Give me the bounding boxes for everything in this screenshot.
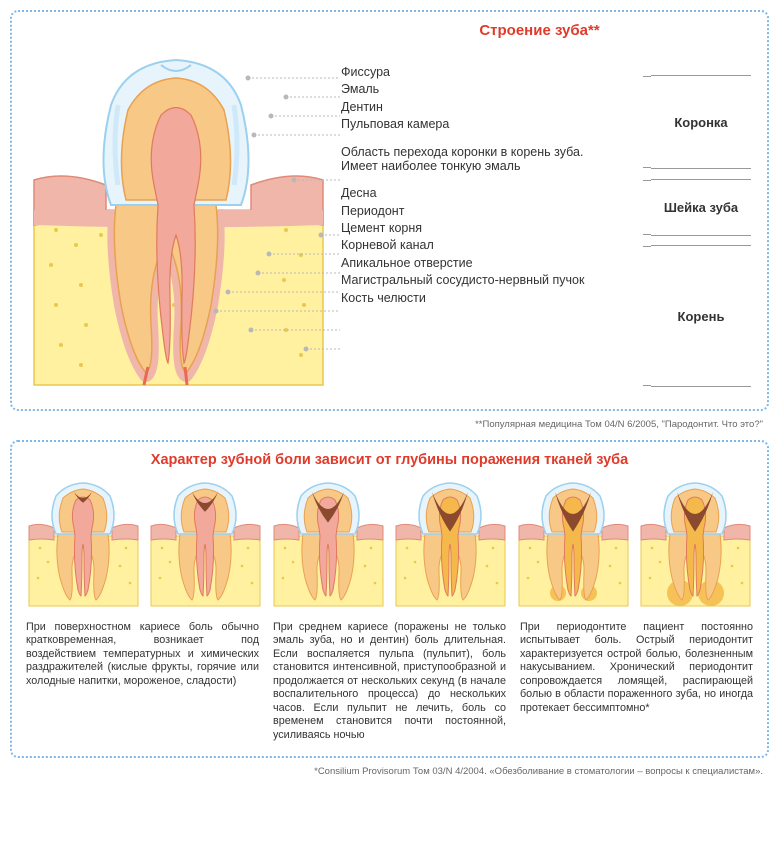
stage-tooth [393,478,508,608]
stage-item [516,478,631,613]
description-row: При поверхностном кариесе боль обычно кр… [26,621,753,742]
anatomy-panel: Строение зуба** [10,10,769,411]
label-item: Периодонт [341,204,601,218]
stage-item [271,478,386,613]
section-bracket: Корень [651,245,751,387]
stage-tooth [148,478,263,608]
stage-tooth [638,478,753,608]
section-bracket: Коронка [651,75,751,169]
description-col: При поверхностном кариесе боль обычно кр… [26,621,259,742]
stage-item [26,478,141,613]
anatomy-title: Строение зуба** [326,22,753,39]
label-item: Апикальное отверстие [341,256,601,270]
label-item: Десна [341,186,601,200]
stage-tooth [26,478,141,608]
tooth-diagram [26,45,331,395]
stage-item [393,478,508,613]
pain-panel: Характер зубной боли зависит от глубины … [10,440,769,758]
tooth-svg [26,45,331,390]
description-col: При периодонтите пациент постоянно испыт… [520,621,753,742]
stage-item [148,478,263,613]
pain-title: Характер зубной боли зависит от глубины … [26,452,753,468]
label-item: Магистральный сосудисто-нервный пучок [341,273,601,287]
label-item: Эмаль [341,82,601,96]
pain-footnote: *Consilium Provisorum Том 03/N 4/2004. «… [10,766,763,777]
stage-row [26,478,753,613]
anatomy-footnote: **Популярная медицина Том 04/N 6/2005, "… [10,419,763,430]
label-item: Дентин [341,100,601,114]
anatomy-body: Фиссура Эмаль Дентин Пульповая камера Об… [26,45,753,395]
stage-tooth [516,478,631,608]
description-col: При среднем кариесе (поражены не только … [273,621,506,742]
label-item: Область перехода коронки в корень зуба. … [341,145,601,174]
labels-column: Фиссура Эмаль Дентин Пульповая камера Об… [341,45,601,395]
label-item: Корневой канал [341,238,601,252]
section-bracket: Шейка зуба [651,179,751,236]
stage-item [638,478,753,613]
sections-column: Коронка Шейка зуба Корень [611,45,751,395]
label-item: Цемент корня [341,221,601,235]
label-item: Кость челюсти [341,291,601,305]
label-item: Фиссура [341,65,601,79]
label-item: Пульповая камера [341,117,601,131]
stage-tooth [271,478,386,608]
